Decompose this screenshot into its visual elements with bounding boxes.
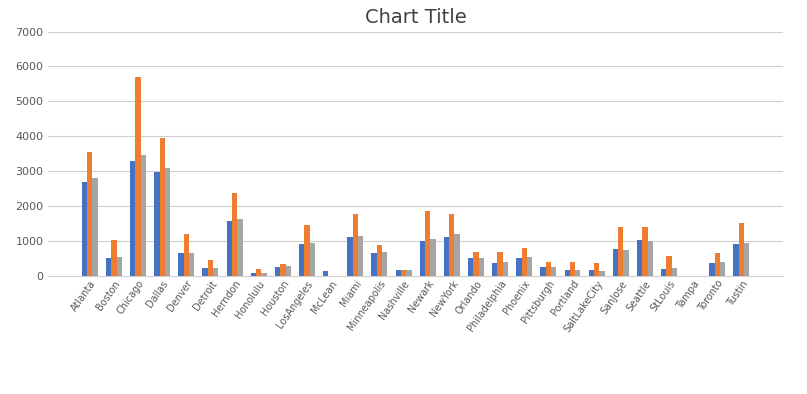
Bar xyxy=(237,219,243,276)
Bar xyxy=(720,262,725,276)
Bar xyxy=(709,262,715,276)
Bar xyxy=(82,182,87,276)
Bar xyxy=(203,268,207,276)
Bar xyxy=(468,258,473,276)
Bar xyxy=(430,239,436,276)
Bar xyxy=(600,271,604,276)
Bar xyxy=(347,237,353,276)
Bar xyxy=(299,244,304,276)
Bar xyxy=(232,193,237,276)
Bar xyxy=(184,234,189,276)
Bar xyxy=(661,269,667,276)
Bar xyxy=(618,227,624,276)
Bar xyxy=(286,266,291,276)
Bar xyxy=(420,241,425,276)
Bar xyxy=(479,258,484,276)
Bar xyxy=(671,268,677,276)
Bar xyxy=(87,152,93,276)
Bar xyxy=(570,262,575,276)
Bar xyxy=(323,271,328,276)
Bar xyxy=(565,270,570,276)
Bar xyxy=(613,249,618,276)
Bar xyxy=(492,262,497,276)
Bar xyxy=(280,264,286,276)
Bar xyxy=(521,247,527,276)
Bar xyxy=(473,252,479,276)
Bar xyxy=(160,138,165,276)
Bar xyxy=(189,253,194,276)
Bar xyxy=(497,252,503,276)
Bar xyxy=(449,214,454,276)
Bar xyxy=(541,267,546,276)
Bar xyxy=(358,236,363,276)
Bar xyxy=(256,269,261,276)
Bar xyxy=(261,273,266,276)
Bar xyxy=(738,223,744,276)
Bar xyxy=(111,240,116,276)
Bar xyxy=(207,260,213,276)
Bar xyxy=(588,270,594,276)
Bar xyxy=(425,211,430,276)
Bar xyxy=(178,253,184,276)
Bar xyxy=(667,256,671,276)
Title: Chart Title: Chart Title xyxy=(365,8,466,27)
Bar xyxy=(377,245,382,276)
Bar xyxy=(106,258,111,276)
Bar xyxy=(353,214,358,276)
Bar xyxy=(213,268,219,276)
Bar xyxy=(116,257,122,276)
Bar xyxy=(310,243,315,276)
Bar xyxy=(154,172,160,276)
Bar xyxy=(624,250,629,276)
Bar xyxy=(647,241,653,276)
Bar xyxy=(454,234,460,276)
Bar xyxy=(227,221,232,276)
Bar xyxy=(527,257,532,276)
Bar xyxy=(642,227,647,276)
Bar xyxy=(406,270,412,276)
Bar xyxy=(136,77,140,276)
Bar xyxy=(251,273,256,276)
Bar xyxy=(744,243,750,276)
Bar xyxy=(444,238,449,276)
Bar xyxy=(371,253,377,276)
Bar xyxy=(594,262,600,276)
Bar xyxy=(575,270,580,276)
Bar xyxy=(130,161,136,276)
Bar xyxy=(395,270,401,276)
Bar xyxy=(734,244,738,276)
Bar xyxy=(165,167,170,276)
Bar xyxy=(140,155,146,276)
Bar xyxy=(715,253,720,276)
Bar xyxy=(304,225,310,276)
Bar xyxy=(401,269,406,276)
Bar xyxy=(382,253,387,276)
Bar xyxy=(546,262,551,276)
Bar xyxy=(503,262,508,276)
Bar xyxy=(516,258,521,276)
Bar xyxy=(551,267,556,276)
Bar xyxy=(275,268,280,276)
Bar xyxy=(637,240,642,276)
Bar xyxy=(93,178,98,276)
